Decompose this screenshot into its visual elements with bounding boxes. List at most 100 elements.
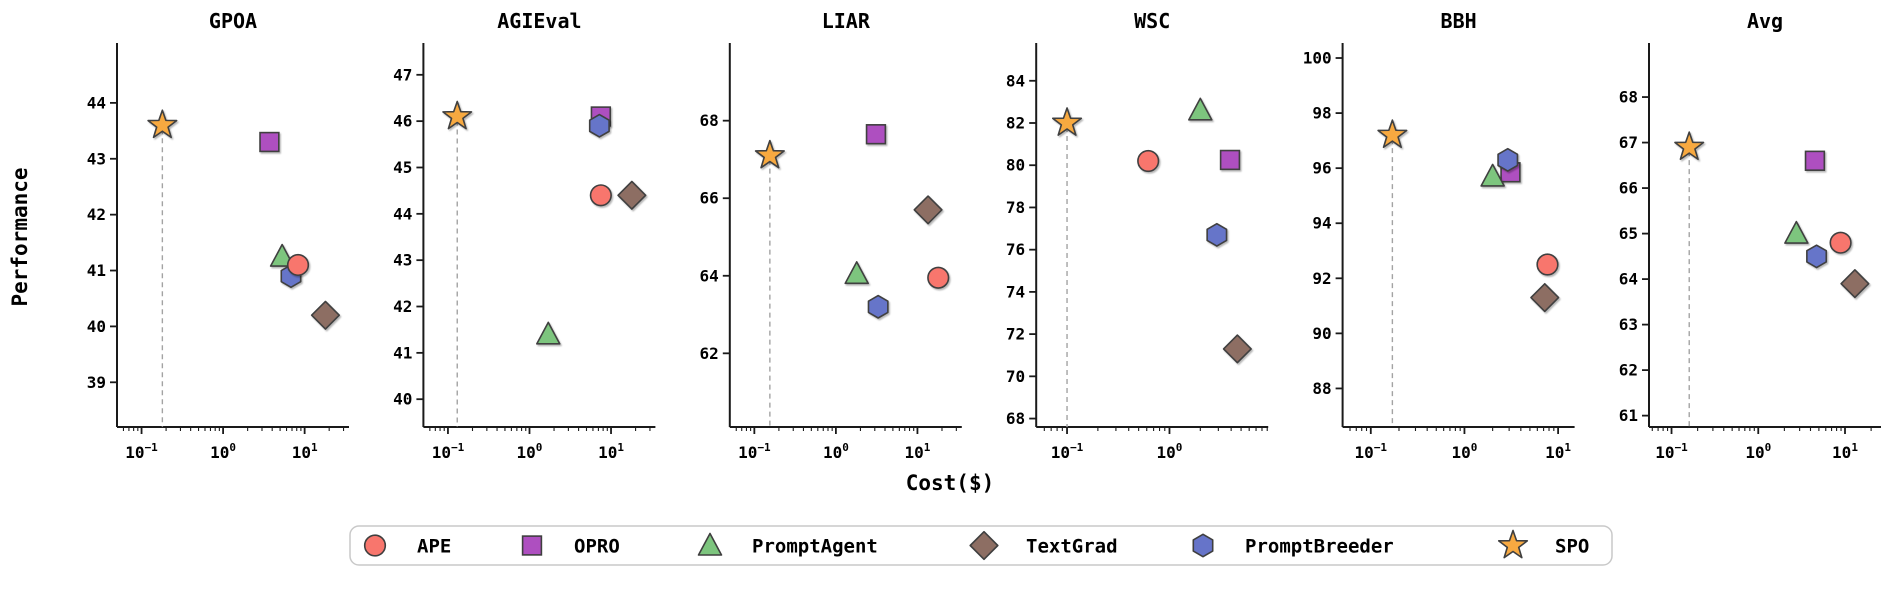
marker-ape-wsc bbox=[1137, 149, 1160, 173]
legend-item-promptbreeder: PromptBreeder bbox=[1192, 533, 1394, 558]
subplot-title-wsc: WSC bbox=[1134, 9, 1170, 33]
x-tick-label: 10−1 bbox=[1655, 441, 1688, 462]
legend-item-spo: SPO bbox=[1497, 529, 1589, 559]
legend-label: SPO bbox=[1555, 536, 1589, 558]
x-axis-label: Cost($) bbox=[906, 471, 995, 495]
x-axis-liar: 10−1 100 101 bbox=[735, 427, 957, 462]
legend-label: PromptBreeder bbox=[1245, 536, 1394, 558]
y-tick-label: 84 bbox=[1006, 71, 1025, 90]
y-tick-label: 90 bbox=[1312, 324, 1331, 343]
y-tick-label: 78 bbox=[1006, 198, 1025, 217]
subplot-agieval: AGIEval 40 41 42 43 44 45 46 47 10−1 100 101 bbox=[393, 9, 656, 462]
y-tick-label: 68 bbox=[1619, 88, 1638, 107]
x-axis-agieval: 10−1 100 101 bbox=[429, 427, 651, 462]
x-tick-label: 10−1 bbox=[738, 441, 771, 462]
x-tick-label: 100 bbox=[823, 441, 849, 462]
y-axis-agieval: 40 41 42 43 44 45 46 47 bbox=[393, 65, 424, 409]
y-tick-label: 80 bbox=[1006, 156, 1025, 175]
marker-spo-agieval bbox=[442, 100, 473, 130]
y-tick-label: 72 bbox=[1006, 325, 1025, 344]
y-tick-label: 40 bbox=[87, 317, 106, 336]
y-tick-label: 65 bbox=[1619, 224, 1638, 243]
y-tick-label: 43 bbox=[87, 149, 106, 168]
subplot-title-bbh: BBH bbox=[1441, 9, 1477, 33]
y-tick-label: 47 bbox=[393, 65, 412, 84]
y-axis-gpoa: 39 40 41 42 43 44 bbox=[87, 93, 117, 392]
y-axis-avg: 61 62 63 64 65 66 67 68 bbox=[1619, 88, 1649, 425]
legend-item-textgrad: TextGrad bbox=[969, 530, 1118, 561]
y-tick-label: 44 bbox=[393, 204, 412, 223]
marker-spo-bbh bbox=[1377, 119, 1408, 149]
axis-labels: Performance Cost($) bbox=[8, 167, 994, 495]
y-tick-label: 100 bbox=[1303, 49, 1332, 68]
subplot-bbh: BBH 88 90 92 94 96 98 100 10−1 100 101 bbox=[1303, 9, 1575, 462]
y-tick-label: 82 bbox=[1006, 114, 1025, 133]
y-tick-label: 96 bbox=[1312, 159, 1331, 178]
marker-promptbreeder-bbh bbox=[1497, 147, 1519, 172]
y-tick-label: 88 bbox=[1312, 379, 1331, 398]
y-tick-label: 94 bbox=[1312, 214, 1331, 233]
x-tick-label: 100 bbox=[1452, 441, 1478, 462]
y-tick-label: 43 bbox=[393, 251, 412, 270]
y-tick-label: 64 bbox=[1619, 270, 1638, 289]
square-icon bbox=[521, 535, 543, 556]
markers-wsc bbox=[1051, 97, 1252, 364]
y-tick-label: 74 bbox=[1006, 282, 1025, 301]
marker-promptagent-agieval bbox=[535, 321, 561, 345]
legend-label: TextGrad bbox=[1026, 536, 1118, 558]
legend-label: PromptAgent bbox=[752, 536, 878, 558]
x-tick-label: 101 bbox=[1545, 441, 1571, 462]
x-tick-label: 10−1 bbox=[125, 441, 158, 462]
legend-item-opro: OPRO bbox=[521, 535, 620, 558]
x-tick-label: 101 bbox=[904, 441, 930, 462]
marker-opro-avg bbox=[1804, 150, 1826, 171]
x-tick-label: 100 bbox=[1157, 441, 1183, 462]
y-tick-label: 41 bbox=[393, 343, 412, 362]
triangle-icon bbox=[697, 532, 723, 556]
x-axis-gpoa: 10−1 100 101 bbox=[122, 427, 345, 462]
x-tick-label: 100 bbox=[1745, 441, 1771, 462]
y-tick-label: 44 bbox=[87, 93, 106, 112]
marker-ape-agieval bbox=[589, 184, 612, 207]
y-tick-label: 70 bbox=[1006, 367, 1025, 386]
y-axis-label: Performance bbox=[8, 167, 32, 306]
y-tick-label: 64 bbox=[700, 266, 719, 285]
x-tick-label: 100 bbox=[210, 441, 236, 462]
y-tick-label: 67 bbox=[1619, 133, 1638, 152]
legend-item-ape: APE bbox=[363, 534, 451, 558]
subplot-wsc: WSC 68 70 72 74 76 78 80 82 84 10−1 100 bbox=[1006, 9, 1269, 462]
y-tick-label: 46 bbox=[393, 112, 412, 131]
marker-promptbreeder-wsc bbox=[1206, 222, 1228, 247]
marker-ape-liar bbox=[927, 266, 950, 289]
markers-agieval bbox=[442, 100, 647, 345]
marker-promptagent-wsc bbox=[1188, 97, 1213, 121]
y-tick-label: 42 bbox=[87, 205, 106, 224]
subplot-gpoa: GPOA 39 40 41 42 43 44 10−1 100 101 bbox=[87, 9, 349, 462]
y-tick-label: 98 bbox=[1312, 104, 1331, 123]
marker-textgrad-avg bbox=[1840, 269, 1870, 299]
x-tick-label: 10−1 bbox=[1355, 441, 1388, 462]
x-tick-label: 101 bbox=[598, 441, 624, 462]
subplot-title-agieval: AGIEval bbox=[497, 9, 581, 33]
subplot-avg: Avg 61 62 63 64 65 66 67 68 10−1 100 101 bbox=[1619, 9, 1881, 462]
y-tick-label: 41 bbox=[87, 261, 106, 280]
y-tick-label: 68 bbox=[1006, 409, 1025, 428]
y-tick-label: 63 bbox=[1619, 315, 1638, 334]
markers-bbh bbox=[1377, 119, 1560, 313]
marker-opro-liar bbox=[865, 124, 887, 145]
legend-label: OPRO bbox=[574, 536, 620, 558]
marker-ape-bbh bbox=[1536, 253, 1559, 276]
y-tick-label: 61 bbox=[1619, 406, 1638, 425]
marker-promptagent-avg bbox=[1784, 220, 1809, 244]
marker-ape-gpoa bbox=[286, 253, 310, 277]
markers-gpoa bbox=[147, 109, 341, 330]
marker-promptagent-bbh bbox=[1480, 163, 1505, 187]
marker-opro-wsc bbox=[1219, 149, 1241, 171]
subplot-title-avg: Avg bbox=[1747, 9, 1783, 33]
markers-avg bbox=[1674, 131, 1870, 299]
x-tick-label: 10−1 bbox=[432, 441, 465, 462]
y-tick-label: 39 bbox=[87, 373, 106, 392]
y-tick-label: 45 bbox=[393, 158, 412, 177]
